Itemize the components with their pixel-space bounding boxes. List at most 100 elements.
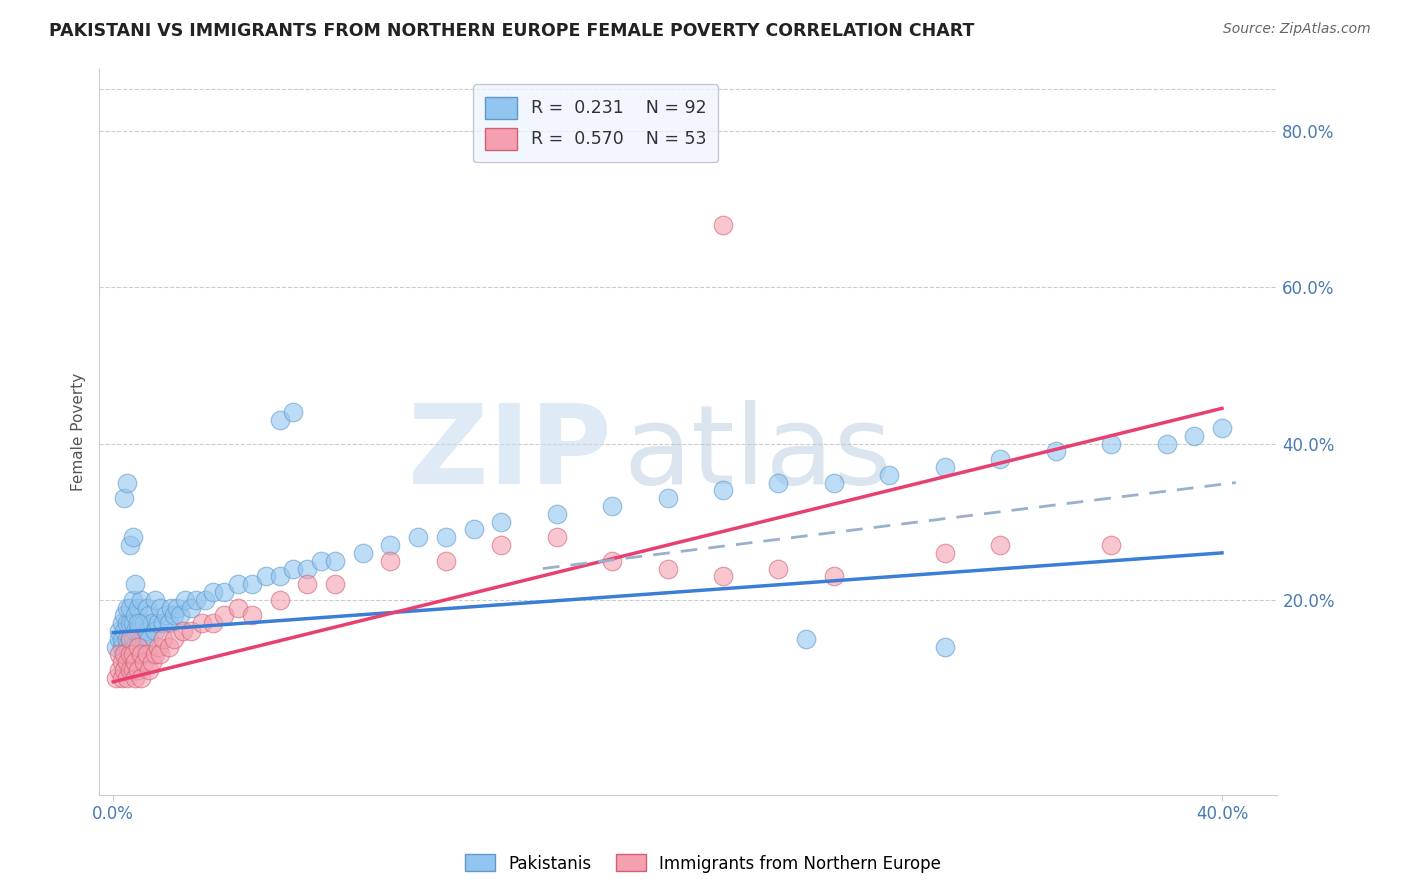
Point — [297, 577, 319, 591]
Point — [108, 648, 131, 662]
Point — [269, 413, 291, 427]
Point — [124, 577, 146, 591]
Point — [1182, 428, 1205, 442]
Point — [118, 616, 141, 631]
Point — [794, 632, 817, 646]
Point — [115, 632, 138, 646]
Point — [127, 616, 149, 631]
Point — [149, 600, 172, 615]
Point — [138, 663, 160, 677]
Point — [138, 632, 160, 646]
Point — [121, 663, 143, 677]
Point — [115, 616, 138, 631]
Point — [152, 632, 174, 646]
Point — [105, 671, 128, 685]
Point — [172, 624, 194, 638]
Point — [121, 616, 143, 631]
Point — [112, 624, 135, 638]
Point — [118, 648, 141, 662]
Point — [169, 608, 191, 623]
Point — [121, 530, 143, 544]
Point — [283, 561, 305, 575]
Point — [143, 648, 166, 662]
Legend: Pakistanis, Immigrants from Northern Europe: Pakistanis, Immigrants from Northern Eur… — [458, 847, 948, 880]
Point — [934, 459, 956, 474]
Point — [160, 600, 183, 615]
Point — [115, 600, 138, 615]
Point — [141, 616, 163, 631]
Point — [115, 475, 138, 490]
Point — [108, 663, 131, 677]
Point — [124, 640, 146, 654]
Point — [323, 554, 346, 568]
Point — [202, 585, 225, 599]
Point — [823, 569, 845, 583]
Point — [711, 569, 734, 583]
Point — [129, 671, 152, 685]
Point — [118, 600, 141, 615]
Point — [127, 624, 149, 638]
Point — [309, 554, 332, 568]
Point — [434, 554, 457, 568]
Point — [146, 640, 169, 654]
Point — [112, 648, 135, 662]
Point — [112, 491, 135, 506]
Point — [121, 632, 143, 646]
Point — [118, 648, 141, 662]
Point — [212, 608, 235, 623]
Point — [240, 608, 263, 623]
Point — [194, 592, 217, 607]
Point — [380, 538, 402, 552]
Point — [879, 467, 901, 482]
Point — [112, 663, 135, 677]
Point — [121, 640, 143, 654]
Point — [463, 523, 485, 537]
Point — [129, 592, 152, 607]
Text: ZIP: ZIP — [409, 401, 612, 507]
Point — [124, 624, 146, 638]
Point — [118, 663, 141, 677]
Point — [143, 592, 166, 607]
Point — [434, 530, 457, 544]
Point — [1156, 436, 1178, 450]
Point — [110, 655, 132, 669]
Point — [269, 592, 291, 607]
Y-axis label: Female Poverty: Female Poverty — [72, 373, 86, 491]
Point — [112, 648, 135, 662]
Point — [129, 632, 152, 646]
Point — [118, 632, 141, 646]
Point — [934, 640, 956, 654]
Point — [127, 663, 149, 677]
Point — [768, 561, 790, 575]
Point — [212, 585, 235, 599]
Point — [124, 608, 146, 623]
Point — [202, 616, 225, 631]
Point — [108, 624, 131, 638]
Point — [768, 475, 790, 490]
Point — [121, 648, 143, 662]
Point — [180, 600, 202, 615]
Point — [1099, 436, 1122, 450]
Legend: R =  0.231    N = 92, R =  0.570    N = 53: R = 0.231 N = 92, R = 0.570 N = 53 — [474, 85, 718, 162]
Point — [546, 530, 568, 544]
Point — [141, 655, 163, 669]
Point — [127, 600, 149, 615]
Point — [112, 608, 135, 623]
Point — [711, 218, 734, 232]
Point — [110, 616, 132, 631]
Point — [157, 616, 180, 631]
Point — [711, 483, 734, 498]
Text: Source: ZipAtlas.com: Source: ZipAtlas.com — [1223, 22, 1371, 37]
Point — [380, 554, 402, 568]
Point — [254, 569, 277, 583]
Point — [129, 616, 152, 631]
Point — [491, 515, 513, 529]
Point — [988, 452, 1011, 467]
Point — [121, 592, 143, 607]
Point — [146, 616, 169, 631]
Point — [600, 554, 623, 568]
Point — [163, 608, 186, 623]
Point — [191, 616, 214, 631]
Point — [283, 405, 305, 419]
Point — [124, 655, 146, 669]
